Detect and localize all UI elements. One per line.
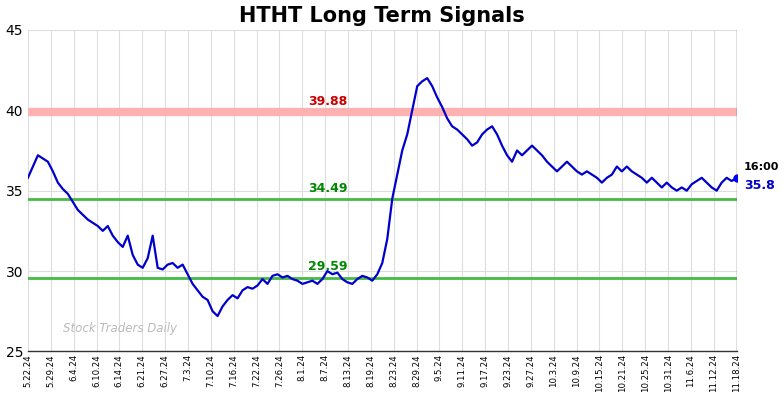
Title: HTHT Long Term Signals: HTHT Long Term Signals xyxy=(239,6,525,25)
Text: 35.8: 35.8 xyxy=(744,179,775,192)
Text: Stock Traders Daily: Stock Traders Daily xyxy=(64,322,177,335)
Text: 34.49: 34.49 xyxy=(308,181,347,195)
Text: 29.59: 29.59 xyxy=(308,260,347,273)
Text: 16:00: 16:00 xyxy=(744,162,779,172)
Text: 39.88: 39.88 xyxy=(308,95,347,108)
